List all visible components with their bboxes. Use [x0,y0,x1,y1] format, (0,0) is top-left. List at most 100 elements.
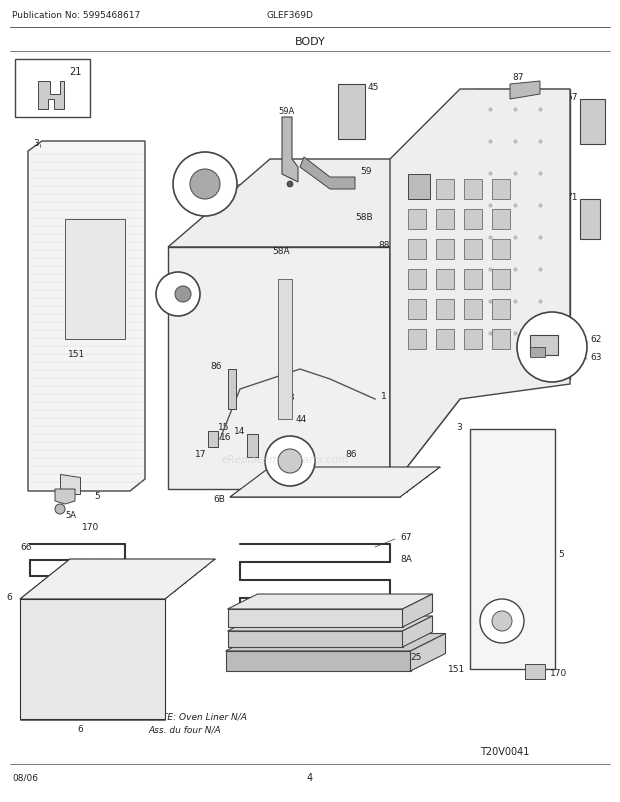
Polygon shape [228,631,402,647]
Polygon shape [20,599,165,719]
Text: 67: 67 [400,533,412,542]
Text: 08/06: 08/06 [12,772,38,781]
Polygon shape [38,82,64,110]
Text: 25: 25 [410,653,422,662]
Polygon shape [580,100,605,145]
Polygon shape [492,300,510,320]
Polygon shape [470,429,555,669]
Text: 5A: 5A [495,616,508,626]
Polygon shape [402,616,433,647]
Polygon shape [436,240,454,260]
Circle shape [480,599,524,643]
Polygon shape [408,330,426,350]
Polygon shape [492,240,510,260]
Text: 4: 4 [307,772,313,782]
Text: 17: 17 [195,450,206,459]
Polygon shape [210,269,375,480]
Polygon shape [464,240,482,260]
Text: 21: 21 [69,67,81,77]
Text: 68: 68 [105,630,117,638]
Polygon shape [436,269,454,290]
Polygon shape [410,634,446,671]
Polygon shape [464,210,482,229]
Polygon shape [492,330,510,350]
Circle shape [190,170,220,200]
Polygon shape [492,210,510,229]
Polygon shape [408,210,426,229]
Text: 15: 15 [218,423,229,432]
Text: 45: 45 [368,83,379,92]
Polygon shape [436,330,454,350]
Text: 170: 170 [82,523,99,532]
Polygon shape [28,142,145,492]
Polygon shape [230,468,440,497]
Polygon shape [475,90,570,379]
Polygon shape [390,90,570,489]
Polygon shape [65,220,125,339]
Text: 58A: 58A [272,247,290,256]
Text: 89: 89 [391,165,403,174]
Text: 42: 42 [402,630,414,638]
Polygon shape [338,85,365,140]
Text: 63: 63 [590,353,601,362]
Polygon shape [278,280,292,419]
Text: 6: 6 [6,593,12,602]
Polygon shape [228,594,433,610]
Text: 57: 57 [567,93,578,103]
Polygon shape [168,248,390,489]
Circle shape [265,436,315,486]
Polygon shape [436,180,454,200]
Polygon shape [408,240,426,260]
Text: 29: 29 [285,445,296,454]
Polygon shape [228,616,433,631]
Polygon shape [408,175,430,200]
Polygon shape [226,651,410,671]
Text: 44: 44 [296,415,308,424]
Text: 87: 87 [512,74,523,83]
Polygon shape [530,347,545,358]
Polygon shape [226,634,446,651]
Text: 3: 3 [33,138,39,148]
Polygon shape [20,559,215,599]
Polygon shape [464,180,482,200]
Polygon shape [408,269,426,290]
Text: NOTE: Oven Liner N/A: NOTE: Oven Liner N/A [148,711,247,721]
Polygon shape [436,210,454,229]
Polygon shape [408,180,426,200]
Polygon shape [60,475,80,494]
Text: 5: 5 [558,550,564,559]
Text: BODY: BODY [294,37,326,47]
Text: 66: 66 [20,543,32,552]
Circle shape [517,313,587,383]
Polygon shape [282,118,298,183]
Circle shape [175,286,191,302]
Text: GLEF369D: GLEF369D [267,11,314,21]
Polygon shape [464,300,482,320]
Polygon shape [530,335,558,355]
Polygon shape [492,180,510,200]
Circle shape [278,449,302,473]
Text: Publication No: 5995468617: Publication No: 5995468617 [12,11,140,21]
Text: 59B: 59B [196,168,214,176]
Text: 170: 170 [550,669,567,678]
Circle shape [287,182,293,188]
Text: 86: 86 [345,450,356,459]
Text: 86: 86 [211,362,222,371]
Circle shape [492,611,512,631]
Polygon shape [228,370,236,410]
Polygon shape [510,82,540,100]
Polygon shape [436,300,454,320]
Polygon shape [228,610,402,627]
Polygon shape [55,489,75,504]
Text: T20V0041: T20V0041 [480,746,529,756]
Text: 12: 12 [172,280,184,290]
Polygon shape [168,160,460,248]
Polygon shape [15,60,90,118]
Polygon shape [492,269,510,290]
Text: 14: 14 [234,427,245,436]
Polygon shape [208,431,218,448]
Text: eReplacementParts.com: eReplacementParts.com [221,455,348,464]
Text: 58B: 58B [355,213,373,222]
Polygon shape [464,269,482,290]
Text: Ass. du four N/A: Ass. du four N/A [148,724,221,734]
